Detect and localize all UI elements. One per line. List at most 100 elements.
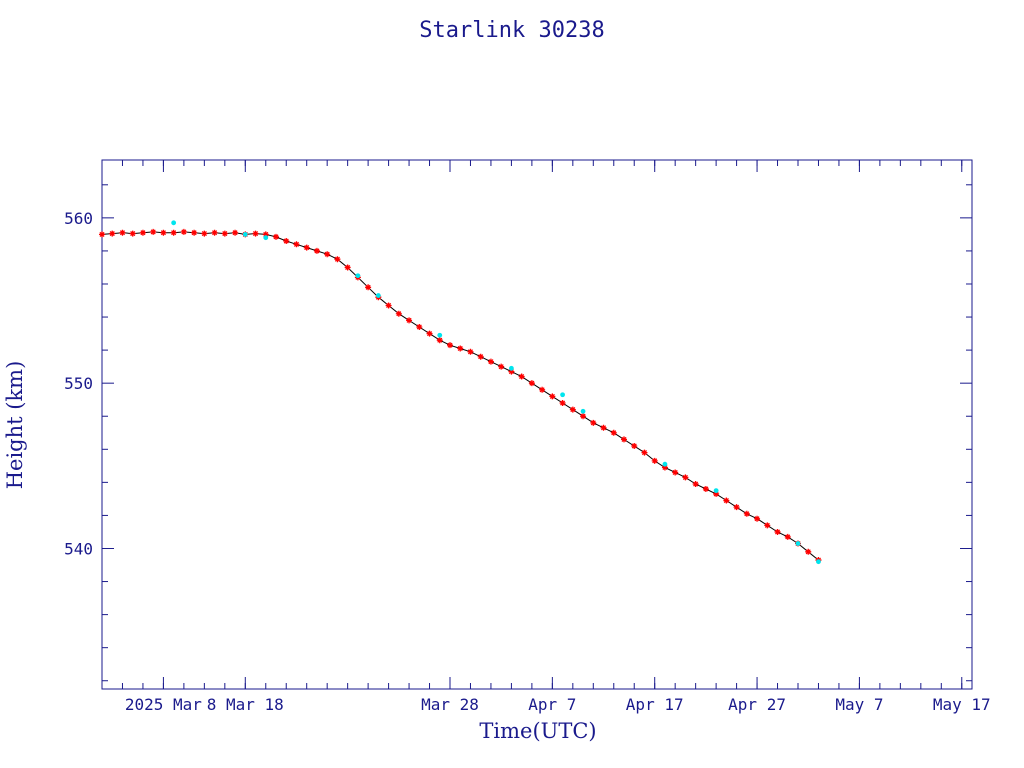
y-axis-label: Height (km) [3,361,27,490]
y-tick-label: 540 [64,539,93,558]
data-point [119,229,126,236]
data-point [211,229,218,236]
data-point [672,469,679,476]
data-point [262,231,269,238]
data-point [109,230,116,237]
data-point [293,241,300,248]
data-point [273,233,279,240]
data-point [385,302,392,309]
data-point [139,229,146,236]
data-point [242,231,248,237]
data-point [651,457,658,464]
data-point [774,528,781,535]
data-point [344,264,351,271]
data-point [754,515,761,522]
chart-title: Starlink 30238 [419,18,604,43]
data-point [437,332,443,338]
data-point [365,284,372,291]
trend-line [101,231,819,561]
data-point [467,348,474,355]
data-point [795,541,801,546]
data-point [487,358,494,365]
data-point [477,353,484,360]
data-point [252,230,259,237]
data-point [518,373,525,380]
data-point [498,363,505,370]
data-point [191,229,198,236]
data-point [457,345,464,352]
series-line [101,231,819,561]
data-point [805,548,812,555]
data-point [580,413,587,420]
data-point [232,229,239,236]
data-point [150,228,157,235]
data-point [313,247,320,254]
x-tick-label: May 17 [933,695,991,714]
data-point [447,342,453,349]
data-point [560,392,565,398]
data-point [600,424,607,431]
x-tick-label: 8 Mar 18 [207,695,284,714]
data-point [733,504,740,511]
data-point [539,386,546,393]
data-point [171,220,177,226]
data-point [426,330,433,337]
data-point [723,497,730,504]
data-point [610,429,617,436]
data-point [631,442,638,449]
data-point [764,522,771,529]
data-point [702,485,709,492]
data-point [283,238,290,245]
data-point [170,229,177,236]
data-point [303,244,310,251]
data-point [355,273,361,279]
data-point [416,323,423,330]
data-point [590,419,597,426]
data-point [569,406,576,413]
data-point [375,293,381,298]
x-tick-label: Apr 7 [528,695,576,714]
data-point [713,488,719,494]
data-point [201,230,208,237]
x-tick-label: 2025 Mar [125,695,202,714]
x-tick-labels: 2025 Mar 8 Mar 18 Mar 28 Apr 7 Apr 17 Apr 27 M… [125,695,991,714]
axis-ticks [101,160,972,689]
data-point [692,481,699,488]
data-point [180,228,187,235]
data-points [99,220,822,565]
x-axis-label: Time(UTC) [479,719,596,743]
data-point [662,461,668,467]
data-point [641,449,648,456]
data-point [395,310,402,317]
data-point [99,231,105,238]
x-tick-label: May 7 [835,695,883,714]
y-tick-label: 550 [64,374,93,393]
data-point [713,490,720,497]
data-point [682,474,689,481]
x-tick-label: Mar 28 [421,695,479,714]
data-point [406,317,413,324]
data-point [509,365,514,371]
plot-frame [101,159,973,690]
data-point [160,229,167,236]
data-point [221,230,228,237]
data-point [816,559,821,565]
data-point [129,230,136,237]
data-point [621,436,627,443]
y-tick-labels: 540 550 560 [64,209,93,559]
data-point [549,393,556,400]
y-tick-label: 560 [64,209,93,228]
data-point [559,400,566,407]
data-point [528,380,535,387]
data-point [661,464,668,471]
x-tick-label: Apr 27 [728,695,786,714]
data-point [580,408,586,414]
data-point [324,251,331,258]
data-point [743,510,750,517]
data-point [263,235,269,241]
data-point [784,533,791,540]
data-point [334,256,341,263]
x-tick-label: Apr 17 [626,695,684,714]
data-point [436,337,443,344]
